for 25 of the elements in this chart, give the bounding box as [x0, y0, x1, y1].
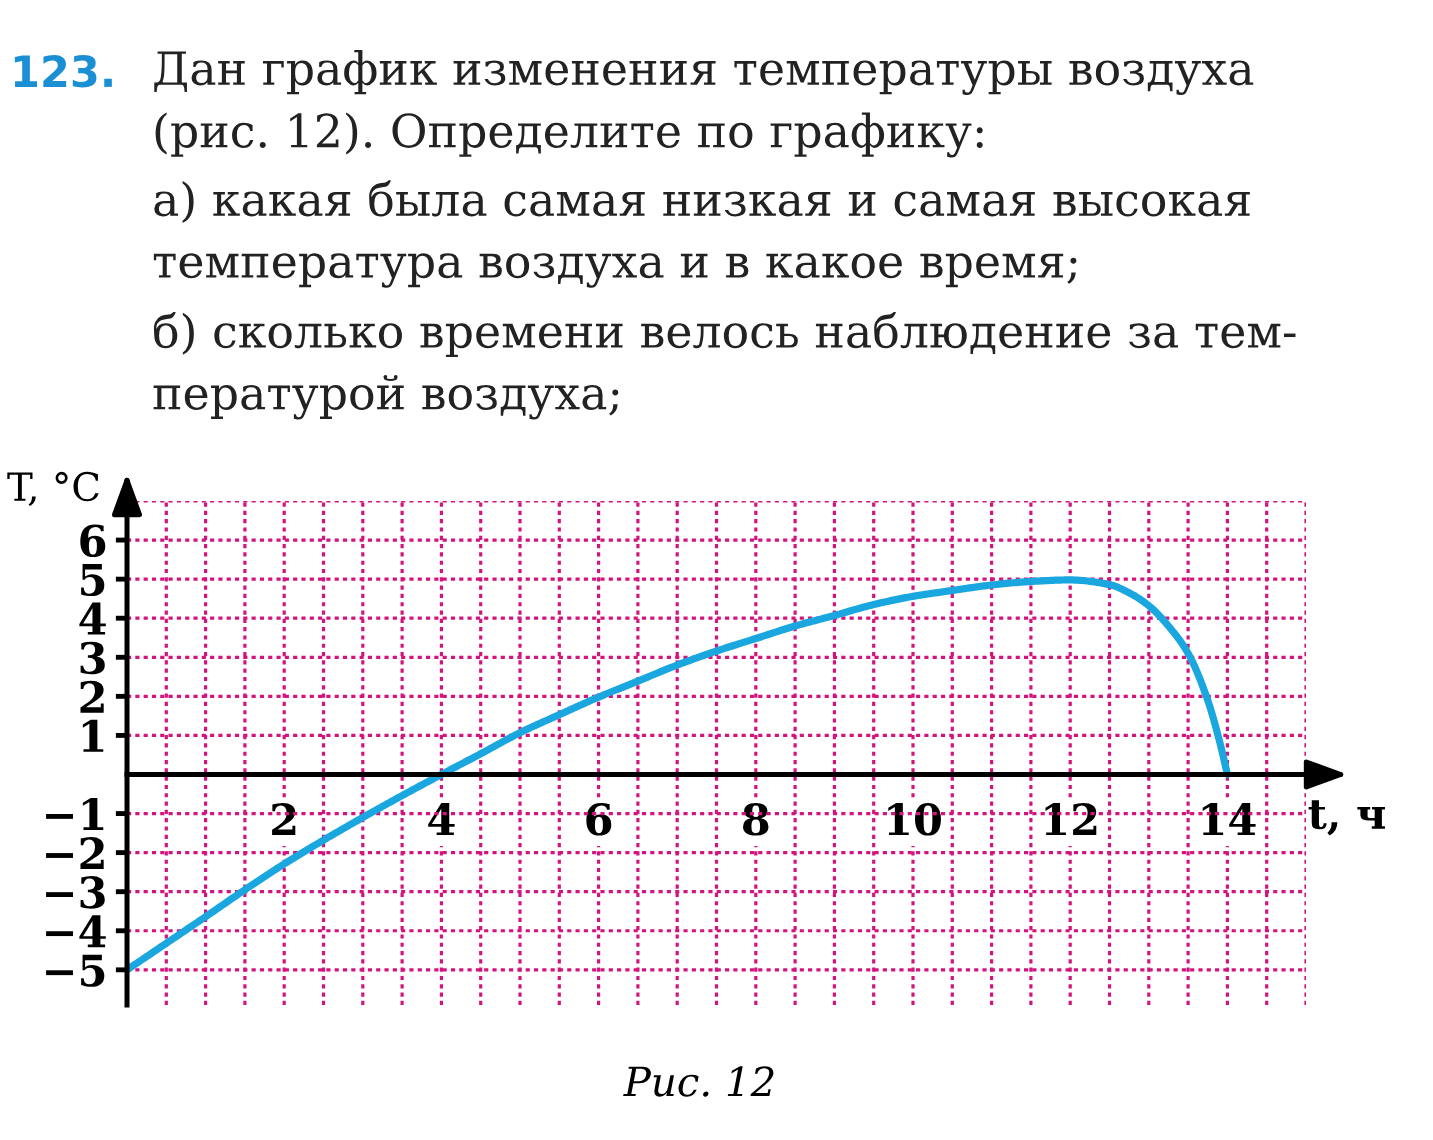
x-tick-label: 10	[888, 803, 941, 836]
y-tick-label: −1	[46, 797, 104, 830]
x-tick-label: 4	[428, 803, 455, 835]
y-tick-label: 5	[81, 564, 105, 597]
y-tick-label: −5	[46, 954, 105, 987]
x-axis-title: t, ч	[1308, 800, 1385, 836]
y-tick-label: −3	[46, 876, 105, 909]
x-tick-label: 2	[272, 803, 296, 835]
y-tick-label: −4	[46, 915, 106, 948]
x-tick-label: 12	[1045, 803, 1097, 835]
x-tick-label: 14	[1202, 803, 1256, 835]
x-tick-label: 6	[586, 803, 612, 836]
text: б) сколько времени велось наблюдение за тем- пературой воздуха;	[153, 312, 1296, 420]
y-tick-label: 1	[82, 719, 104, 752]
y-axis-title: T, °C	[7, 471, 99, 507]
y-tick-label: 6	[80, 524, 106, 558]
x-tick-label: 8	[743, 803, 769, 836]
y-tick-label: 2	[80, 680, 104, 713]
text: Рис. 12	[623, 1066, 774, 1097]
y-tick-label: 4	[79, 602, 106, 635]
text: Дан график изменения температуры воздуха (рис. 12). Определите по графику:	[154, 50, 1254, 158]
text: а) какая была самая низкая и самая высокая температура воздуха и в какое время;	[153, 180, 1250, 288]
y-tick-label: −2	[46, 837, 104, 869]
text: 123.	[14, 54, 112, 88]
y-tick-label: 3	[80, 641, 105, 675]
